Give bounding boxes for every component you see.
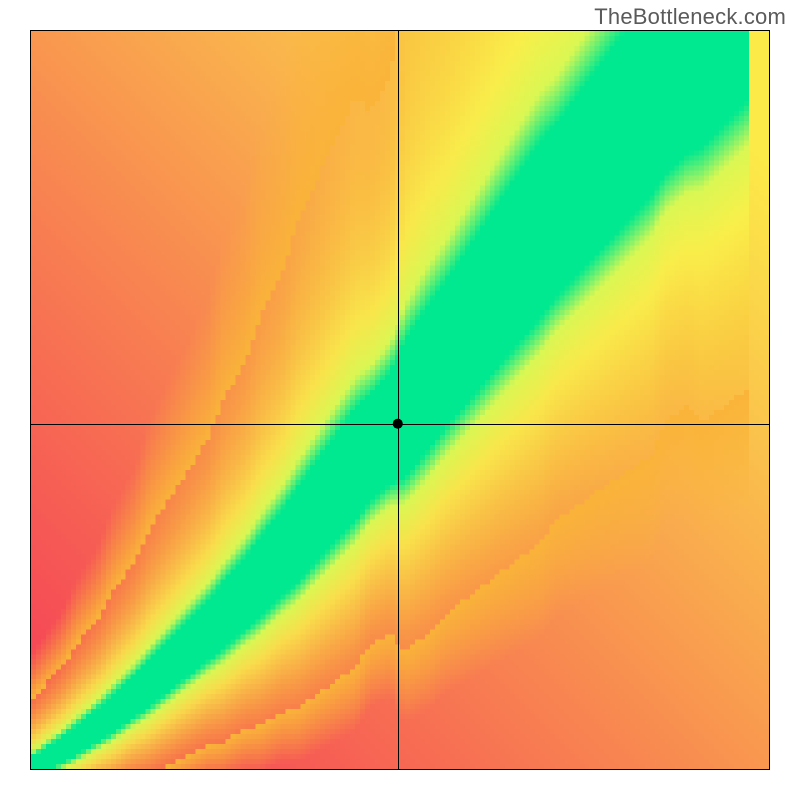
chart-container: TheBottleneck.com	[0, 0, 800, 800]
heatmap-plot	[30, 30, 770, 770]
crosshair-overlay	[31, 31, 769, 769]
watermark-label: TheBottleneck.com	[594, 4, 786, 30]
